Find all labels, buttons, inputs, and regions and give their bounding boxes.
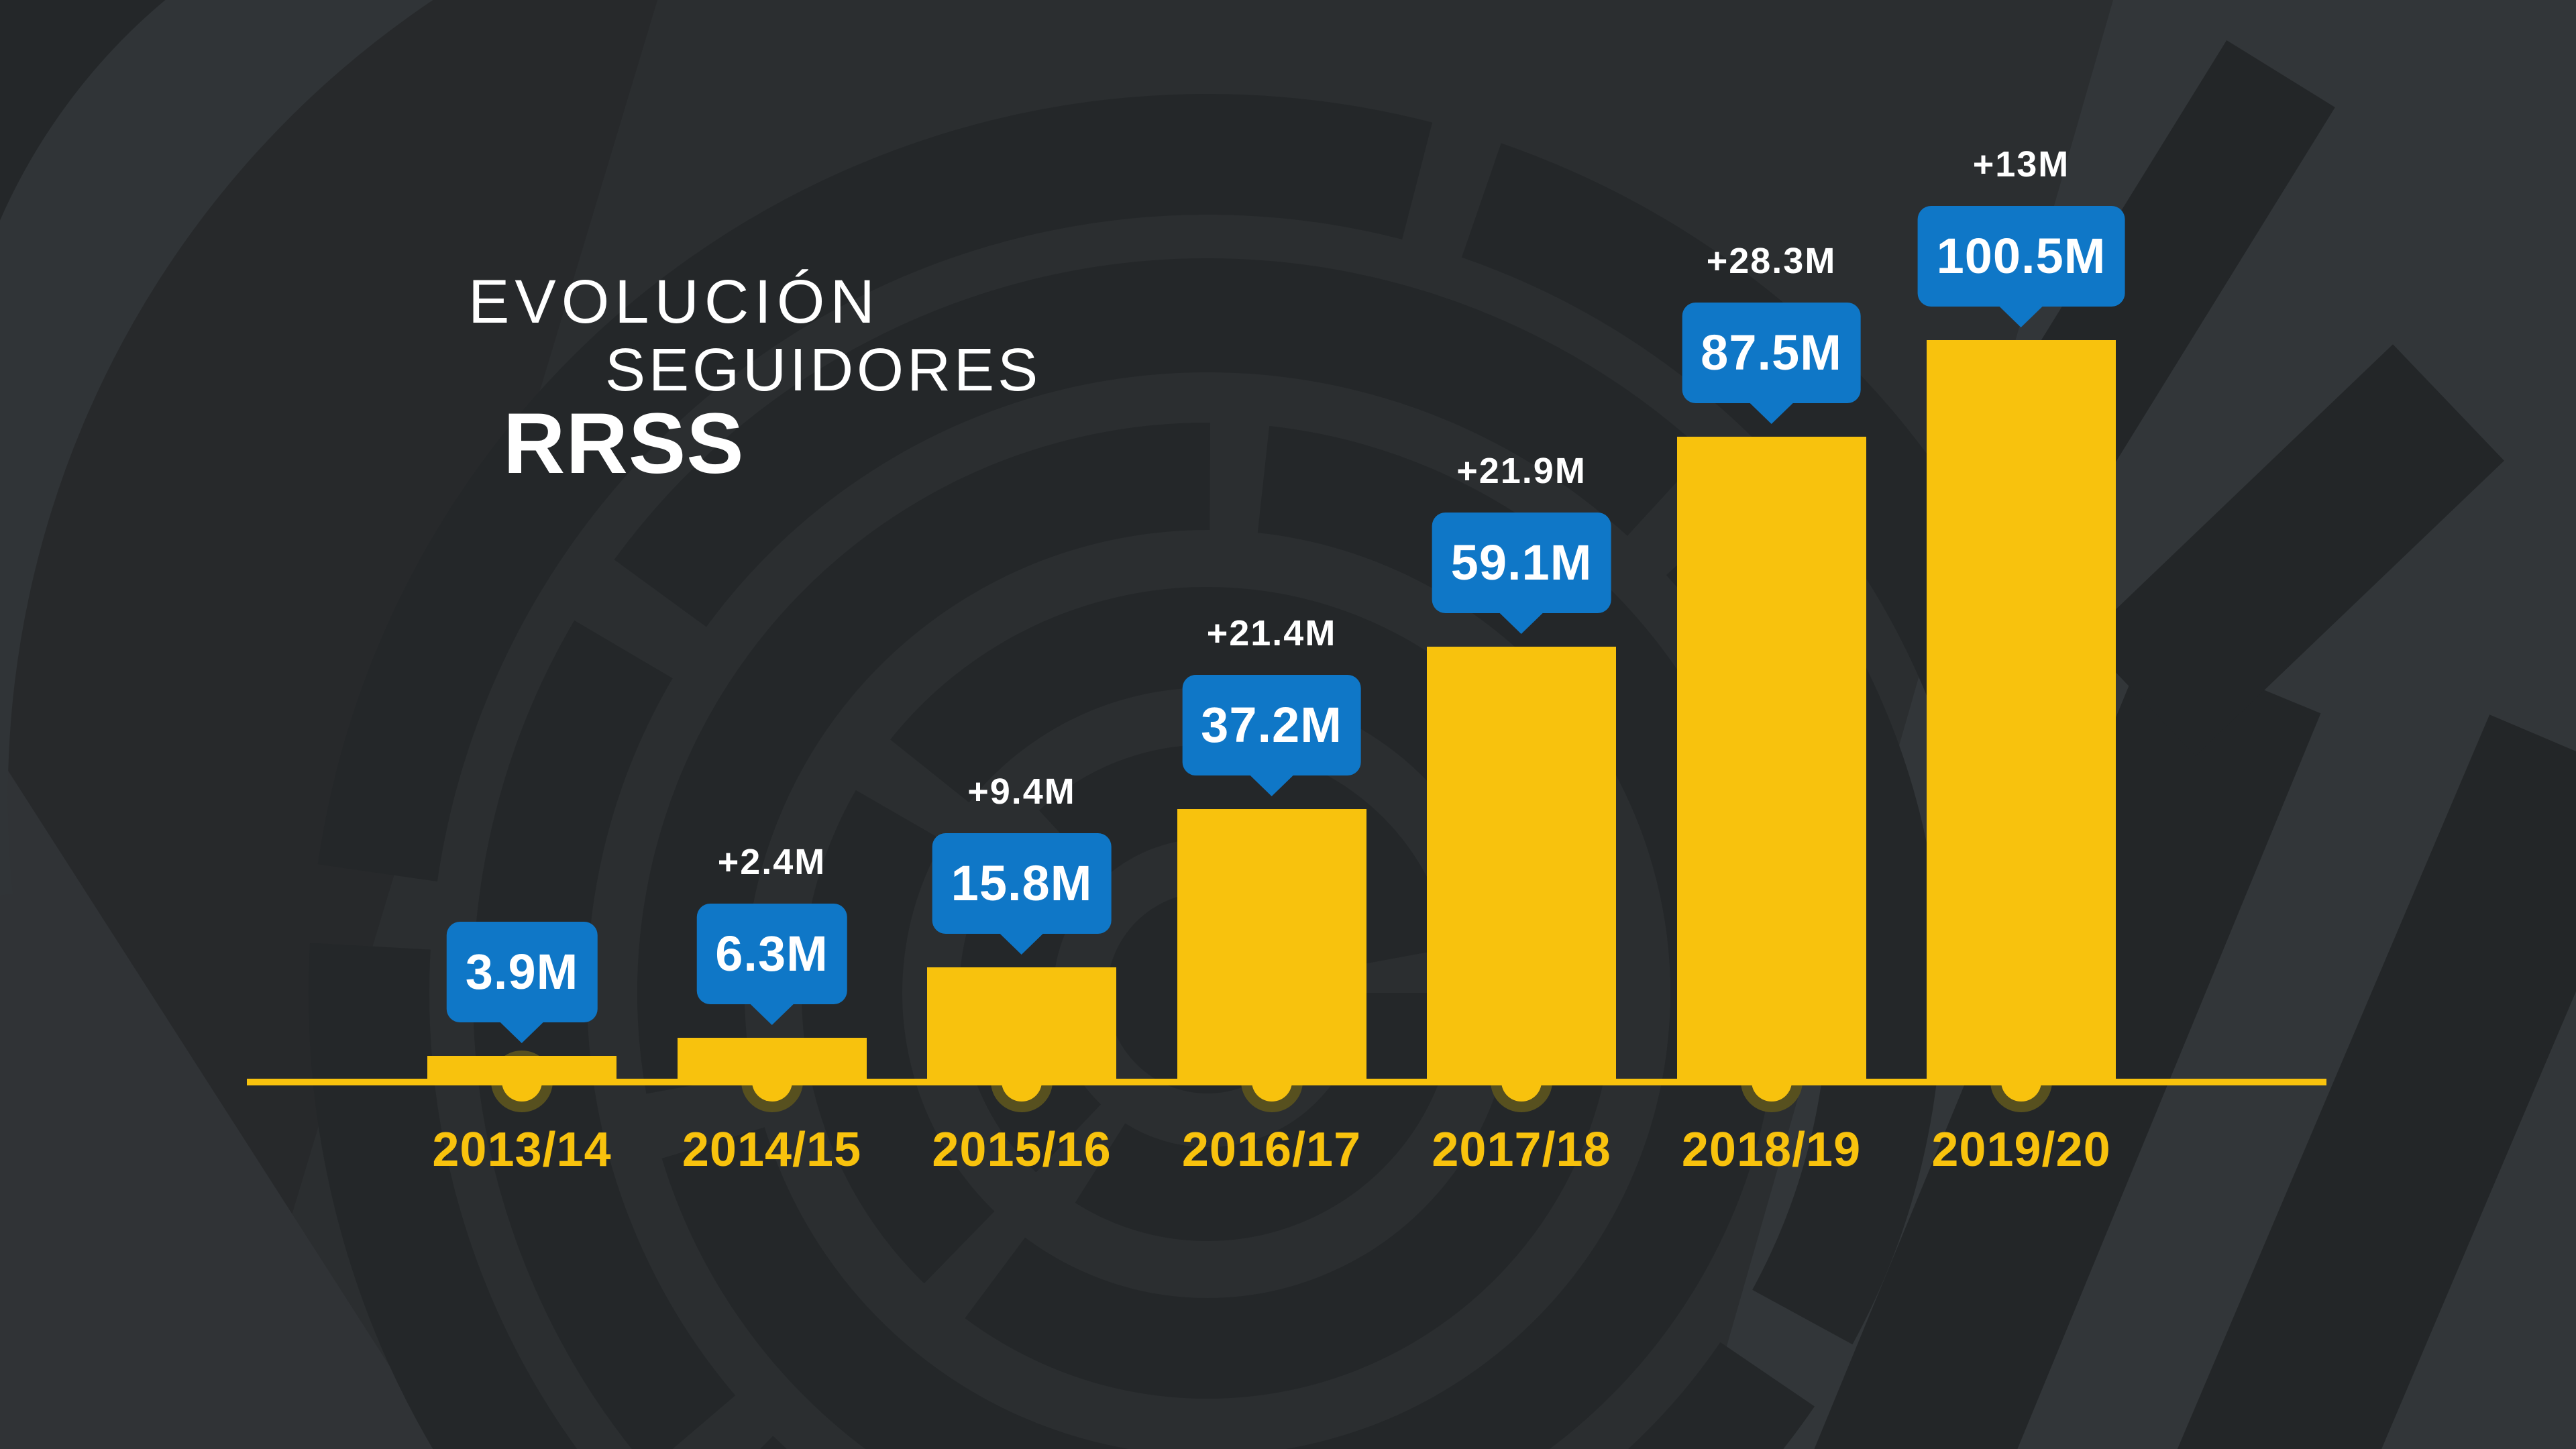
delta-label: +21.9M [1456,451,1587,491]
category-label: 2015/16 [932,1123,1112,1177]
delta-label: +13M [1972,144,2070,184]
background-bottomleft-wedge [0,758,443,1449]
value-bubble: 59.1M [1432,513,1611,634]
category-label: 2014/15 [682,1123,862,1177]
bar [677,1038,867,1085]
bubble-tail-icon [999,933,1044,955]
delta-label: +2.4M [717,842,826,882]
bubble-tail-icon [1749,402,1794,424]
value-label: 3.9M [465,944,579,1000]
value-label: 15.8M [951,855,1093,911]
bar [427,1056,616,1085]
delta-label: +9.4M [967,771,1076,812]
bar [927,967,1116,1085]
category-label: 2017/18 [1432,1123,1611,1177]
value-bubble: 6.3M [696,904,847,1025]
value-label: 6.3M [715,926,828,981]
bubble-tail-icon [499,1022,544,1043]
title-line-2: SEGUIDORES [605,337,1042,404]
value-bubble: 3.9M [446,922,598,1043]
bar [1676,437,1866,1085]
category-label: 2018/19 [1681,1123,1862,1177]
title-line-1: EVOLUCIÓN [468,268,880,336]
value-label: 87.5M [1701,325,1842,380]
category-label: 2013/14 [432,1123,612,1177]
category-label: 2019/20 [1931,1123,2111,1177]
value-label: 37.2M [1201,697,1342,753]
bubble-tail-icon [1499,612,1544,634]
bubble-tail-icon [1249,775,1294,796]
value-bubble: 37.2M [1182,675,1361,796]
delta-label: +21.4M [1206,613,1337,653]
bar [1427,647,1616,1085]
background-swoosh-light [0,0,433,896]
value-bubble: 15.8M [932,833,1112,955]
bubble-tail-icon [749,1004,794,1025]
bubble-tail-icon [1998,306,2043,327]
bar [1927,340,2116,1085]
value-label: 100.5M [1936,228,2106,284]
bar [1177,809,1366,1085]
title-line-3: RRSS [503,396,745,492]
value-bubble: 100.5M [1917,206,2125,327]
value-bubble: 87.5M [1682,303,1861,424]
category-label: 2016/17 [1181,1123,1362,1177]
value-label: 59.1M [1450,535,1593,590]
delta-label: +28.3M [1706,241,1837,281]
